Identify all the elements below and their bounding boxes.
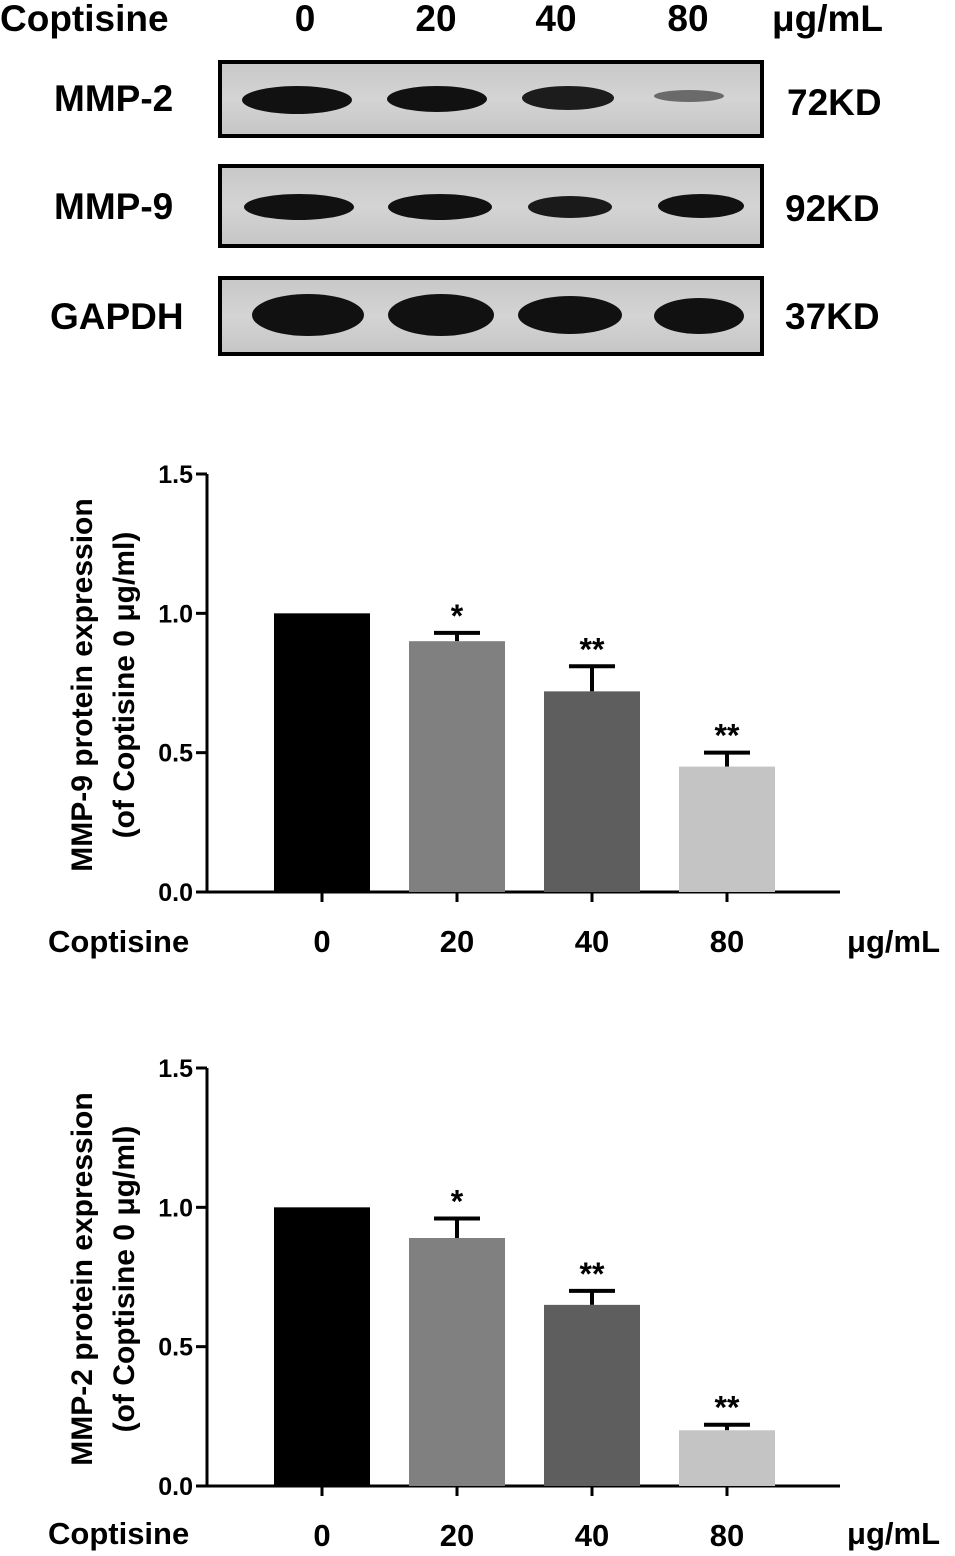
- significance-marker: **: [580, 1256, 605, 1292]
- y-tick-label: 1.5: [158, 1055, 193, 1083]
- blot-row-size: 72KD: [787, 82, 882, 123]
- bar: [409, 1237, 505, 1486]
- x-unit-label: μg/mL: [847, 924, 940, 959]
- blot-band: [654, 90, 724, 102]
- x-agent-label: Coptisine: [48, 924, 189, 959]
- blot-row-protein: GAPDH: [50, 296, 184, 337]
- x-tick-label: 40: [575, 924, 609, 959]
- y-tick-label: 0.0: [158, 1473, 193, 1501]
- blot-band: [518, 296, 622, 334]
- bar: [679, 1430, 775, 1486]
- significance-marker: **: [580, 631, 605, 667]
- y-axis-label-line2: (of Coptisine 0 μg/ml): [108, 1126, 141, 1433]
- plot-area: 0.0 0.5 1.0 1.5 0 * 20 ** 40 ** 80: [158, 461, 840, 959]
- x-tick-label: 0: [313, 1518, 330, 1553]
- bar: [274, 1207, 370, 1486]
- y-tick-label: 0.5: [158, 1334, 193, 1362]
- x-tick-label: 40: [575, 1518, 609, 1553]
- blot-dose-label: 0: [294, 0, 316, 39]
- blot-band: [387, 86, 487, 112]
- mmp9-bar-chart: MMP-9 protein expression (of Coptisine 0…: [48, 461, 940, 959]
- y-axis-label-line1: MMP-9 protein expression: [66, 498, 99, 871]
- blot-band: [252, 294, 364, 336]
- bar: [274, 613, 370, 892]
- blot-strip-gapdh: [218, 276, 764, 356]
- y-tick-label: 1.0: [158, 1194, 193, 1222]
- blot-row-size: 37KD: [785, 296, 880, 337]
- blot-row-protein: MMP-9: [54, 186, 174, 227]
- significance-marker: *: [451, 1183, 464, 1219]
- blot-row-protein: MMP-2: [54, 78, 174, 119]
- x-agent-label: Coptisine: [48, 1516, 189, 1551]
- y-tick-label: 1.5: [158, 461, 193, 489]
- x-tick-label: 80: [710, 1518, 744, 1553]
- blot-band: [654, 298, 744, 334]
- blot-band: [528, 196, 612, 218]
- blot-strip-mmp9: [218, 164, 764, 248]
- significance-marker: *: [451, 598, 464, 634]
- plot-area: 0.0 0.5 1.0 1.5 0 * 20 ** 40 ** 80: [158, 1055, 840, 1553]
- y-tick-label: 0.5: [158, 740, 193, 768]
- mmp2-bar-chart: MMP-2 protein expression (of Coptisine 0…: [48, 1055, 940, 1553]
- bar: [544, 1304, 640, 1486]
- blot-agent-label: Coptisine: [0, 0, 169, 39]
- significance-marker: **: [715, 718, 740, 754]
- blot-band: [658, 194, 744, 218]
- bar: [544, 691, 640, 892]
- bar: [679, 766, 775, 892]
- blot-band: [388, 294, 494, 336]
- significance-marker: **: [715, 1390, 740, 1426]
- blot-dose-label: 80: [667, 0, 709, 39]
- y-axis-label-line1: MMP-2 protein expression: [66, 1092, 99, 1465]
- blot-dose-label: 40: [535, 0, 577, 39]
- y-axis-label-line2: (of Coptisine 0 μg/ml): [108, 532, 141, 839]
- blot-unit-label: μg/mL: [772, 0, 884, 39]
- x-tick-label: 20: [440, 924, 474, 959]
- blot-band: [522, 86, 614, 110]
- blot-band: [244, 194, 354, 220]
- blot-strip-mmp2: [218, 60, 764, 138]
- x-tick-label: 0: [313, 924, 330, 959]
- y-tick-label: 0.0: [158, 879, 193, 907]
- bar: [409, 641, 505, 892]
- blot-dose-label: 20: [415, 0, 457, 39]
- x-tick-label: 80: [710, 924, 744, 959]
- blot-row-size: 92KD: [785, 188, 880, 229]
- blot-band: [388, 194, 492, 220]
- y-tick-label: 1.0: [158, 600, 193, 628]
- blot-band: [242, 86, 352, 114]
- x-tick-label: 20: [440, 1518, 474, 1553]
- x-unit-label: μg/mL: [847, 1516, 940, 1551]
